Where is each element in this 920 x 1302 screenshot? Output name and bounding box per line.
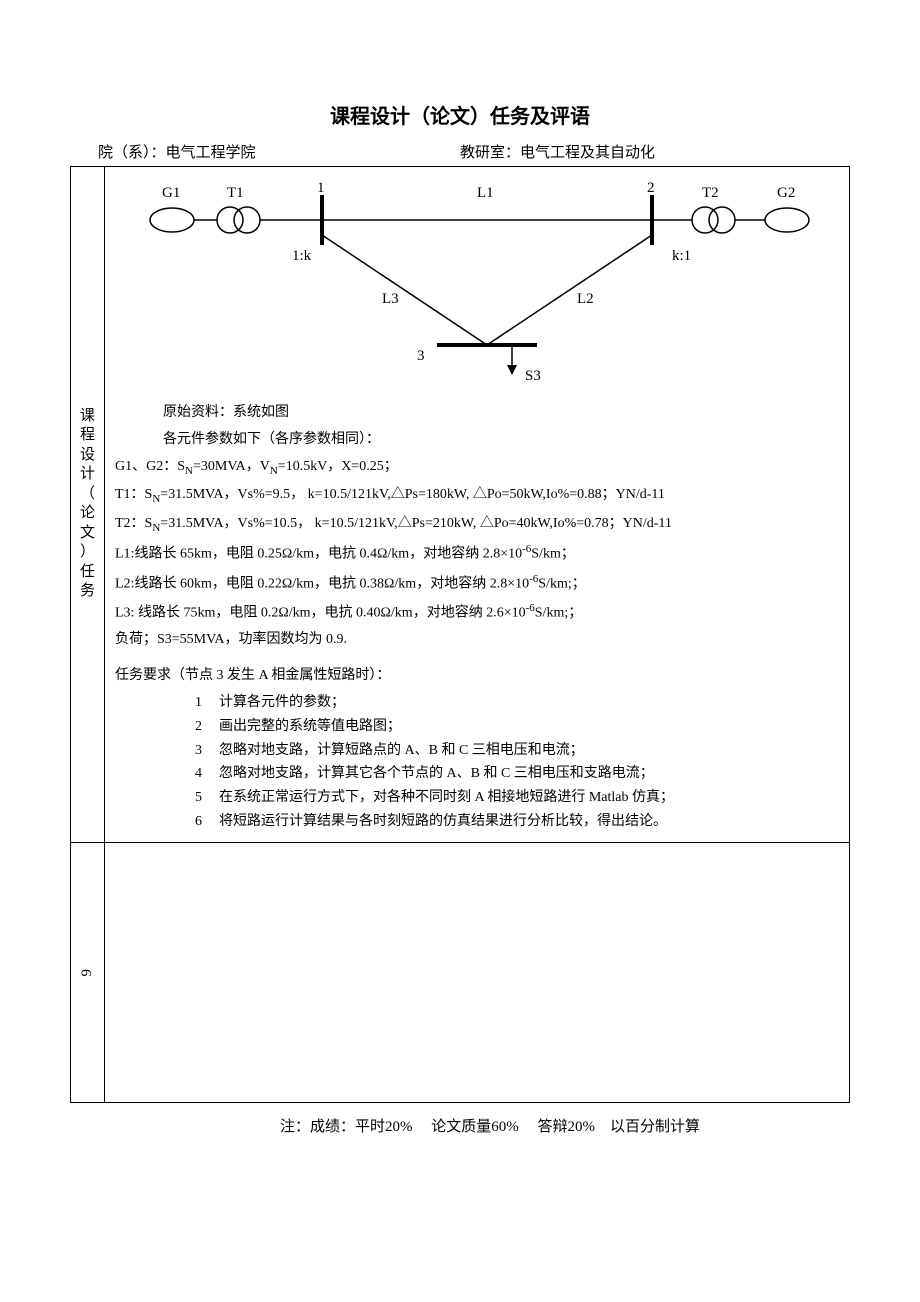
side-label-9: 9 <box>71 842 105 1102</box>
table-row: 9 <box>71 842 850 1102</box>
label-l3: L3 <box>382 291 399 307</box>
param-line: L1:线路长 65km，电阻 0.25Ω/km，电抗 0.4Ω/km，对地容纳 … <box>115 540 839 566</box>
task-item: 6将短路运行计算结果与各时刻短路的仿真结果进行分析比较，得出结论。 <box>115 810 839 834</box>
label-s3: S3 <box>525 368 541 384</box>
params-label: 各元件参数如下（各序参数相同）： <box>115 428 839 452</box>
task-text: 忽略对地支路，计算短路点的 A、B 和 C 三相电压和电流； <box>219 739 584 763</box>
param-line: 负荷；S3=55MVA，功率因数均为 0.9. <box>115 628 839 652</box>
circuit-diagram: G1 T1 1 L1 2 T2 G2 1:k k:1 L3 L2 3 S3 <box>115 175 839 385</box>
content-cell: G1 T1 1 L1 2 T2 G2 1:k k:1 L3 L2 3 S3 <box>105 167 850 843</box>
param-line: T1：SN=31.5MVA，Vs%=9.5， k=10.5/121kV,△Ps=… <box>115 483 839 508</box>
label-l1: L1 <box>477 185 494 201</box>
page-title: 课程设计（论文）任务及评语 <box>70 100 850 129</box>
task-number: 6 <box>195 810 219 834</box>
label-n1: 1 <box>317 180 325 196</box>
table-row: 课程设计（论文）任务 <box>71 167 850 843</box>
dept-value: 电气工程学院 <box>166 145 256 161</box>
param-line: G1、G2：SN=30MVA，VN=10.5kV，X=0.25； <box>115 455 839 480</box>
task-text: 画出完整的系统等值电路图； <box>219 715 401 739</box>
empty-cell <box>105 842 850 1102</box>
main-table: 课程设计（论文）任务 <box>70 166 850 1103</box>
material-label: 原始资料：系统如图 <box>115 401 839 425</box>
task-number: 2 <box>195 715 219 739</box>
task-item: 5在系统正常运行方式下，对各种不同时刻 A 相接地短路进行 Matlab 仿真； <box>115 786 839 810</box>
label-n3: 3 <box>417 348 425 364</box>
param-line: L2:线路长 60km，电阻 0.22Ω/km，电抗 0.38Ω/km，对地容纳… <box>115 570 839 596</box>
office-value: 电气工程及其自动化 <box>520 145 655 161</box>
tasks-label: 任务要求（节点 3 发生 A 相金属性短路时）： <box>115 664 839 688</box>
task-number: 1 <box>195 691 219 715</box>
task-text: 忽略对地支路，计算其它各个节点的 A、B 和 C 三相电压和支路电流； <box>219 762 654 786</box>
task-item: 3忽略对地支路，计算短路点的 A、B 和 C 三相电压和电流； <box>115 739 839 763</box>
task-text: 将短路运行计算结果与各时刻短路的仿真结果进行分析比较，得出结论。 <box>219 810 667 834</box>
task-number: 4 <box>195 762 219 786</box>
office-label: 教研室： <box>460 145 520 161</box>
header-line: 院（系）：电气工程学院 教研室：电气工程及其自动化 <box>70 141 850 162</box>
label-ratio1: 1:k <box>292 248 312 264</box>
task-item: 1计算各元件的参数； <box>115 691 839 715</box>
label-g1: G1 <box>162 185 180 201</box>
task-item: 2画出完整的系统等值电路图； <box>115 715 839 739</box>
label-n2: 2 <box>647 180 655 196</box>
side-label-task: 课程设计（论文）任务 <box>71 167 105 843</box>
dept-label: 院（系）： <box>98 145 166 161</box>
task-text: 计算各元件的参数； <box>219 691 345 715</box>
label-t2: T2 <box>702 185 719 201</box>
task-text: 在系统正常运行方式下，对各种不同时刻 A 相接地短路进行 Matlab 仿真； <box>219 786 674 810</box>
task-item: 4忽略对地支路，计算其它各个节点的 A、B 和 C 三相电压和支路电流； <box>115 762 839 786</box>
task-number: 5 <box>195 786 219 810</box>
footnote: 注：成绩：平时20% 论文质量60% 答辩20% 以百分制计算 <box>70 1115 850 1136</box>
label-l2: L2 <box>577 291 594 307</box>
task-number: 3 <box>195 739 219 763</box>
label-t1: T1 <box>227 185 244 201</box>
label-g2: G2 <box>777 185 795 201</box>
label-ratio2: k:1 <box>672 248 691 264</box>
param-line: T2：SN=31.5MVA，Vs%=10.5， k=10.5/121kV,△Ps… <box>115 512 839 537</box>
param-line: L3: 线路长 75km，电阻 0.2Ω/km，电抗 0.40Ω/km，对地容纳… <box>115 599 839 625</box>
